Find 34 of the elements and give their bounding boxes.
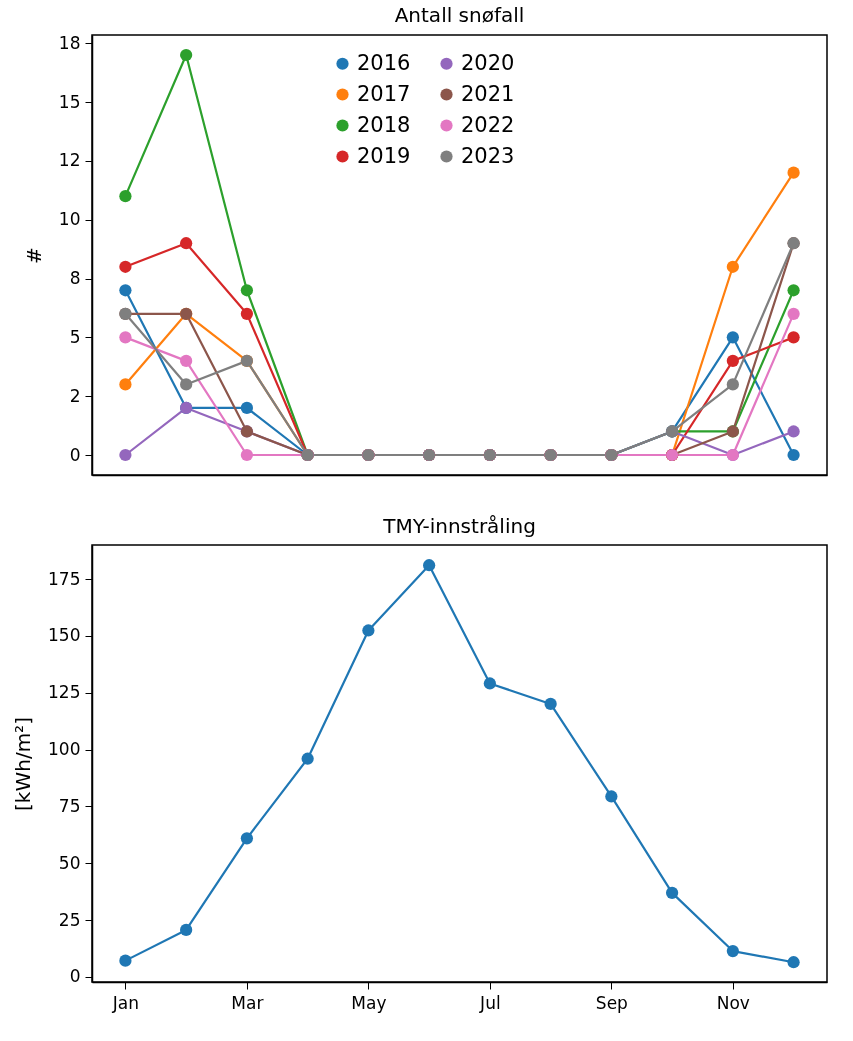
x-tick-label: Sep [595, 992, 628, 1013]
legend-label: 2021 [461, 81, 515, 106]
legend-label: 2017 [357, 81, 411, 106]
y-tick-label: 2 [69, 385, 81, 406]
y-tick-label: 0 [69, 444, 81, 465]
legend-label: 2018 [357, 112, 411, 137]
chart-title: Antall snøfall [394, 3, 525, 28]
y-tick-label: 50 [58, 852, 81, 873]
y-tick-label: 8 [69, 268, 81, 289]
y-tick-label: 100 [48, 739, 81, 760]
y-tick-label: 150 [48, 625, 81, 646]
legend-label: 2020 [461, 50, 515, 75]
y-tick-label: 18 [58, 32, 81, 53]
x-tick-label: Jan [111, 992, 140, 1013]
x-tick-label: Jul [479, 992, 501, 1013]
legend-label: 2019 [357, 143, 411, 168]
y-tick-label: 5 [69, 326, 81, 347]
x-tick-label: May [351, 992, 387, 1013]
y-tick-label: 25 [58, 909, 81, 930]
legend-label: 2022 [461, 112, 515, 137]
chart-title: TMY-innstråling [382, 514, 536, 538]
y-tick-label: 10 [58, 209, 81, 230]
legend-label: 2016 [357, 50, 411, 75]
y-tick-label: 125 [48, 682, 81, 703]
legend-label: 2023 [461, 143, 515, 168]
y-tick-label: 175 [48, 568, 81, 589]
y-axis-title: [kWh/m²] [11, 717, 36, 811]
x-tick-label: Mar [231, 992, 264, 1013]
y-tick-label: 0 [69, 966, 81, 987]
y-axis-title: # [21, 247, 46, 264]
y-tick-label: 12 [58, 150, 81, 171]
y-tick-label: 75 [58, 795, 81, 816]
y-tick-label: 15 [58, 91, 81, 112]
x-tick-label: Nov [716, 992, 750, 1013]
